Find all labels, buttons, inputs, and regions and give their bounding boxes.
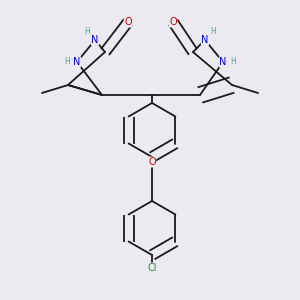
Text: N: N	[91, 35, 99, 45]
Text: O: O	[148, 157, 156, 167]
Text: N: N	[201, 35, 209, 45]
Text: H: H	[84, 28, 90, 37]
Text: O: O	[169, 17, 177, 27]
Text: H: H	[210, 28, 216, 37]
Text: Cl: Cl	[147, 263, 157, 273]
Text: H: H	[230, 58, 236, 67]
Text: N: N	[73, 57, 81, 67]
Text: N: N	[219, 57, 227, 67]
Text: O: O	[124, 17, 132, 27]
Text: H: H	[64, 58, 70, 67]
